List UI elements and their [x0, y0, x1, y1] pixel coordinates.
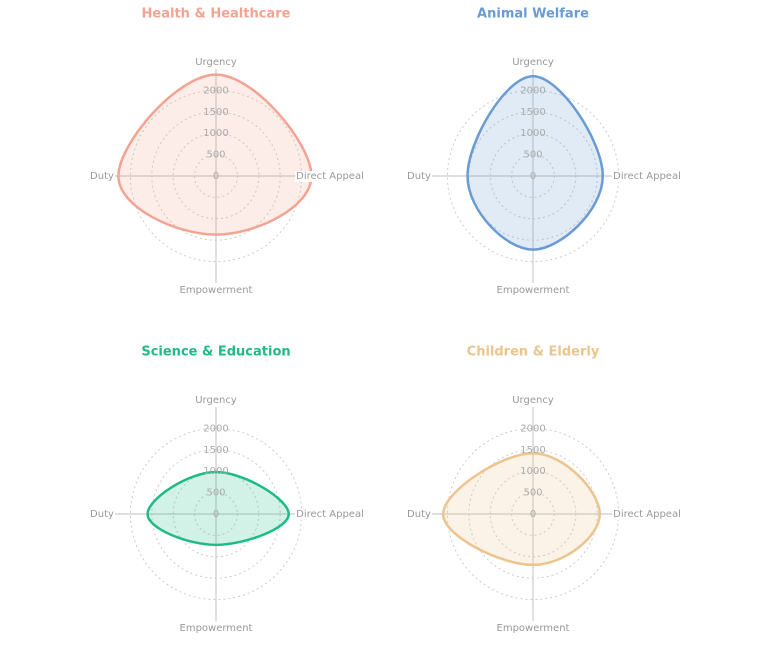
- label-bg: [178, 623, 254, 634]
- tick-label: 1000: [203, 466, 228, 477]
- label-bg: [612, 509, 682, 520]
- label-bg: [295, 171, 365, 182]
- axis-label: Urgency: [195, 57, 237, 68]
- label-bg: [406, 509, 433, 520]
- axis-label: Direct Appeal: [613, 171, 681, 182]
- radar-area: [146, 470, 291, 547]
- radar-chart: Animal Welfare 0 500 1000 1500 2000 Urgency Dir…: [406, 7, 682, 296]
- tick-label: 1000: [520, 128, 545, 139]
- axis-label: Duty: [407, 509, 431, 520]
- label-bg: [89, 171, 116, 182]
- axis-label: Urgency: [195, 395, 237, 406]
- tick-label: 0: [530, 509, 536, 520]
- chart-title: Animal Welfare: [477, 7, 589, 22]
- chart-title: Science & Education: [141, 345, 290, 360]
- chart-title: Children & Elderly: [467, 345, 600, 360]
- label-bg: [495, 623, 571, 634]
- tick-label: 2000: [203, 85, 228, 96]
- tick-label: 0: [213, 509, 219, 520]
- axis-label: Direct Appeal: [613, 509, 681, 520]
- tick-label: 0: [530, 171, 536, 182]
- label-bg: [406, 171, 433, 182]
- label-bg: [511, 57, 555, 68]
- label-bg: [194, 57, 238, 68]
- radar-area: [441, 451, 602, 567]
- tick-label: 500: [523, 150, 542, 161]
- label-bg: [612, 171, 682, 182]
- label-bg: [194, 395, 238, 406]
- radar-chart: Children & Elderly 0 500 1000 1500 2000 Urgenc…: [406, 345, 682, 634]
- label-bg: [89, 509, 116, 520]
- axis-label: Urgency: [512, 57, 554, 68]
- axis-label: Empowerment: [497, 623, 570, 634]
- radar-area: [466, 75, 605, 251]
- axis-label: Urgency: [512, 395, 554, 406]
- chart-title: Health & Healthcare: [142, 7, 291, 22]
- tick-label: 500: [523, 488, 542, 499]
- axis-label: Direct Appeal: [296, 171, 364, 182]
- tick-label: 2000: [520, 423, 545, 434]
- tick-label: 2000: [520, 85, 545, 96]
- tick-label: 2000: [203, 423, 228, 434]
- tick-label: 1500: [520, 107, 545, 118]
- label-bg: [511, 395, 555, 406]
- label-bg: [295, 509, 365, 520]
- tick-label: 500: [206, 488, 225, 499]
- tick-label: 1500: [520, 445, 545, 456]
- tick-label: 0: [213, 171, 219, 182]
- axis-label: Empowerment: [180, 623, 253, 634]
- axis-label: Direct Appeal: [296, 509, 364, 520]
- axis-label: Empowerment: [180, 285, 253, 296]
- axis-label: Duty: [90, 509, 114, 520]
- radar-chart: Health & Healthcare 0 500 1000 1500 2000 Urgen…: [89, 7, 365, 296]
- tick-label: 1000: [520, 466, 545, 477]
- label-bg: [495, 285, 571, 296]
- tick-label: 1500: [203, 445, 228, 456]
- tick-label: 1500: [203, 107, 228, 118]
- axis-label: Duty: [90, 171, 114, 182]
- label-bg: [178, 285, 254, 296]
- tick-label: 1000: [203, 128, 228, 139]
- axis-label: Duty: [407, 171, 431, 182]
- tick-label: 500: [206, 150, 225, 161]
- radar-chart: Science & Education 0 500 1000 1500 2000 Urgen…: [89, 345, 365, 634]
- radar-area: [117, 73, 313, 236]
- axis-label: Empowerment: [497, 285, 570, 296]
